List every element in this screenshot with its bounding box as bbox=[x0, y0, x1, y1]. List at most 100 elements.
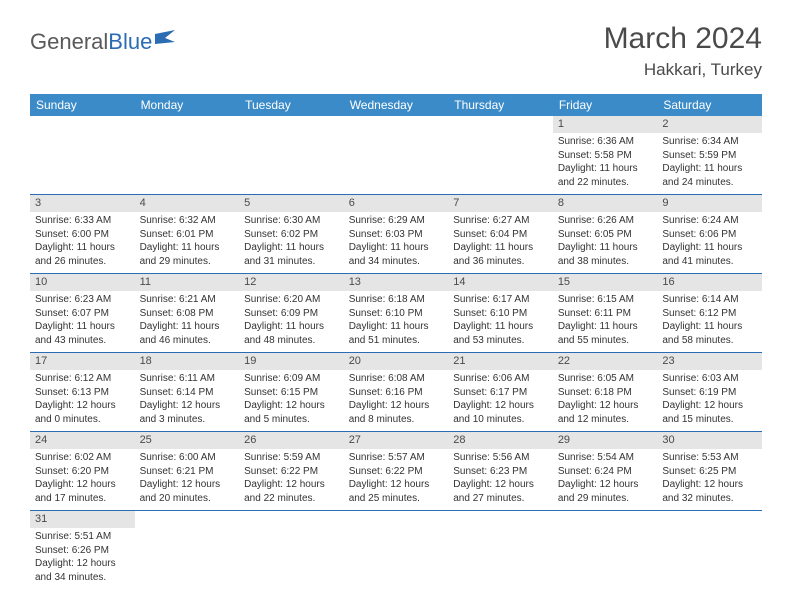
daylight-text: Daylight: 11 hours and 24 minutes. bbox=[662, 162, 757, 189]
day-details: Sunrise: 6:14 AMSunset: 6:12 PMDaylight:… bbox=[657, 291, 762, 350]
daylight-text: Daylight: 11 hours and 29 minutes. bbox=[140, 241, 235, 268]
sunset-text: Sunset: 6:18 PM bbox=[558, 386, 653, 400]
day-details: Sunrise: 6:26 AMSunset: 6:05 PMDaylight:… bbox=[553, 212, 658, 271]
day-number: 4 bbox=[135, 195, 240, 212]
calendar-page: GeneralBlue March 2024 Hakkari, Turkey S… bbox=[0, 0, 792, 611]
daylight-text: Daylight: 11 hours and 22 minutes. bbox=[558, 162, 653, 189]
calendar-day-cell: 26Sunrise: 5:59 AMSunset: 6:22 PMDayligh… bbox=[239, 432, 344, 511]
calendar-day-cell bbox=[344, 116, 449, 195]
day-details: Sunrise: 6:11 AMSunset: 6:14 PMDaylight:… bbox=[135, 370, 240, 429]
header: GeneralBlue March 2024 Hakkari, Turkey bbox=[30, 22, 762, 80]
sunset-text: Sunset: 6:23 PM bbox=[453, 465, 548, 479]
daylight-text: Daylight: 11 hours and 53 minutes. bbox=[453, 320, 548, 347]
daylight-text: Daylight: 12 hours and 0 minutes. bbox=[35, 399, 130, 426]
sunrise-text: Sunrise: 5:54 AM bbox=[558, 451, 653, 465]
calendar-day-cell: 31Sunrise: 5:51 AMSunset: 6:26 PMDayligh… bbox=[30, 511, 135, 590]
calendar-day-cell bbox=[448, 116, 553, 195]
calendar-day-cell: 18Sunrise: 6:11 AMSunset: 6:14 PMDayligh… bbox=[135, 353, 240, 432]
day-details: Sunrise: 6:21 AMSunset: 6:08 PMDaylight:… bbox=[135, 291, 240, 350]
sunrise-text: Sunrise: 6:23 AM bbox=[35, 293, 130, 307]
day-details: Sunrise: 6:09 AMSunset: 6:15 PMDaylight:… bbox=[239, 370, 344, 429]
sunrise-text: Sunrise: 6:11 AM bbox=[140, 372, 235, 386]
calendar-day-cell bbox=[448, 511, 553, 590]
daylight-text: Daylight: 12 hours and 3 minutes. bbox=[140, 399, 235, 426]
calendar-day-cell: 10Sunrise: 6:23 AMSunset: 6:07 PMDayligh… bbox=[30, 274, 135, 353]
calendar-day-cell: 4Sunrise: 6:32 AMSunset: 6:01 PMDaylight… bbox=[135, 195, 240, 274]
day-details: Sunrise: 6:30 AMSunset: 6:02 PMDaylight:… bbox=[239, 212, 344, 271]
sunset-text: Sunset: 6:08 PM bbox=[140, 307, 235, 321]
daylight-text: Daylight: 11 hours and 55 minutes. bbox=[558, 320, 653, 347]
sunrise-text: Sunrise: 6:36 AM bbox=[558, 135, 653, 149]
day-number: 3 bbox=[30, 195, 135, 212]
calendar-day-cell: 24Sunrise: 6:02 AMSunset: 6:20 PMDayligh… bbox=[30, 432, 135, 511]
sunset-text: Sunset: 6:24 PM bbox=[558, 465, 653, 479]
weekday-header: Wednesday bbox=[344, 94, 449, 116]
day-number: 26 bbox=[239, 432, 344, 449]
day-details: Sunrise: 6:03 AMSunset: 6:19 PMDaylight:… bbox=[657, 370, 762, 429]
sunset-text: Sunset: 6:26 PM bbox=[35, 544, 130, 558]
sunrise-text: Sunrise: 5:57 AM bbox=[349, 451, 444, 465]
day-number: 24 bbox=[30, 432, 135, 449]
sunset-text: Sunset: 6:25 PM bbox=[662, 465, 757, 479]
calendar-day-cell: 8Sunrise: 6:26 AMSunset: 6:05 PMDaylight… bbox=[553, 195, 658, 274]
logo-text-2: Blue bbox=[108, 29, 152, 55]
weekday-header-row: Sunday Monday Tuesday Wednesday Thursday… bbox=[30, 94, 762, 116]
calendar-day-cell: 16Sunrise: 6:14 AMSunset: 6:12 PMDayligh… bbox=[657, 274, 762, 353]
calendar-day-cell bbox=[239, 511, 344, 590]
sunrise-text: Sunrise: 5:51 AM bbox=[35, 530, 130, 544]
sunset-text: Sunset: 6:10 PM bbox=[349, 307, 444, 321]
calendar-day-cell: 6Sunrise: 6:29 AMSunset: 6:03 PMDaylight… bbox=[344, 195, 449, 274]
calendar-week-row: 17Sunrise: 6:12 AMSunset: 6:13 PMDayligh… bbox=[30, 353, 762, 432]
day-details: Sunrise: 5:51 AMSunset: 6:26 PMDaylight:… bbox=[30, 528, 135, 587]
day-number: 31 bbox=[30, 511, 135, 528]
daylight-text: Daylight: 11 hours and 41 minutes. bbox=[662, 241, 757, 268]
calendar-day-cell: 27Sunrise: 5:57 AMSunset: 6:22 PMDayligh… bbox=[344, 432, 449, 511]
day-details: Sunrise: 6:17 AMSunset: 6:10 PMDaylight:… bbox=[448, 291, 553, 350]
daylight-text: Daylight: 11 hours and 51 minutes. bbox=[349, 320, 444, 347]
daylight-text: Daylight: 11 hours and 46 minutes. bbox=[140, 320, 235, 347]
calendar-day-cell: 29Sunrise: 5:54 AMSunset: 6:24 PMDayligh… bbox=[553, 432, 658, 511]
daylight-text: Daylight: 12 hours and 27 minutes. bbox=[453, 478, 548, 505]
calendar-week-row: 1Sunrise: 6:36 AMSunset: 5:58 PMDaylight… bbox=[30, 116, 762, 195]
day-number: 7 bbox=[448, 195, 553, 212]
day-details: Sunrise: 6:18 AMSunset: 6:10 PMDaylight:… bbox=[344, 291, 449, 350]
sunrise-text: Sunrise: 6:15 AM bbox=[558, 293, 653, 307]
calendar-day-cell: 17Sunrise: 6:12 AMSunset: 6:13 PMDayligh… bbox=[30, 353, 135, 432]
daylight-text: Daylight: 12 hours and 34 minutes. bbox=[35, 557, 130, 584]
daylight-text: Daylight: 11 hours and 38 minutes. bbox=[558, 241, 653, 268]
calendar-week-row: 3Sunrise: 6:33 AMSunset: 6:00 PMDaylight… bbox=[30, 195, 762, 274]
sunset-text: Sunset: 5:58 PM bbox=[558, 149, 653, 163]
sunrise-text: Sunrise: 6:32 AM bbox=[140, 214, 235, 228]
sunrise-text: Sunrise: 6:02 AM bbox=[35, 451, 130, 465]
daylight-text: Daylight: 12 hours and 8 minutes. bbox=[349, 399, 444, 426]
daylight-text: Daylight: 11 hours and 43 minutes. bbox=[35, 320, 130, 347]
day-number: 17 bbox=[30, 353, 135, 370]
sunrise-text: Sunrise: 5:56 AM bbox=[453, 451, 548, 465]
logo: GeneralBlue bbox=[30, 22, 177, 58]
daylight-text: Daylight: 12 hours and 32 minutes. bbox=[662, 478, 757, 505]
daylight-text: Daylight: 12 hours and 5 minutes. bbox=[244, 399, 339, 426]
day-number: 9 bbox=[657, 195, 762, 212]
sunrise-text: Sunrise: 6:03 AM bbox=[662, 372, 757, 386]
day-details: Sunrise: 6:23 AMSunset: 6:07 PMDaylight:… bbox=[30, 291, 135, 350]
day-details: Sunrise: 6:33 AMSunset: 6:00 PMDaylight:… bbox=[30, 212, 135, 271]
sunset-text: Sunset: 6:20 PM bbox=[35, 465, 130, 479]
weekday-header: Thursday bbox=[448, 94, 553, 116]
day-details: Sunrise: 6:27 AMSunset: 6:04 PMDaylight:… bbox=[448, 212, 553, 271]
day-number: 22 bbox=[553, 353, 658, 370]
day-number: 13 bbox=[344, 274, 449, 291]
sunset-text: Sunset: 5:59 PM bbox=[662, 149, 757, 163]
day-number: 23 bbox=[657, 353, 762, 370]
calendar-day-cell: 9Sunrise: 6:24 AMSunset: 6:06 PMDaylight… bbox=[657, 195, 762, 274]
day-details: Sunrise: 6:24 AMSunset: 6:06 PMDaylight:… bbox=[657, 212, 762, 271]
day-number: 8 bbox=[553, 195, 658, 212]
day-details: Sunrise: 5:56 AMSunset: 6:23 PMDaylight:… bbox=[448, 449, 553, 508]
daylight-text: Daylight: 11 hours and 36 minutes. bbox=[453, 241, 548, 268]
sunset-text: Sunset: 6:19 PM bbox=[662, 386, 757, 400]
calendar-week-row: 24 Sunrise: 6:02 AMSunset: 6:20 PM Dayligh… bbox=[30, 432, 762, 511]
sunset-text: Sunset: 6:05 PM bbox=[558, 228, 653, 242]
sunset-text: Sunset: 6:03 PM bbox=[349, 228, 444, 242]
day-details: Sunrise: 5:59 AMSunset: 6:22 PMDaylight:… bbox=[239, 449, 344, 508]
calendar-day-cell bbox=[30, 116, 135, 195]
sunrise-text: Sunrise: 6:17 AM bbox=[453, 293, 548, 307]
